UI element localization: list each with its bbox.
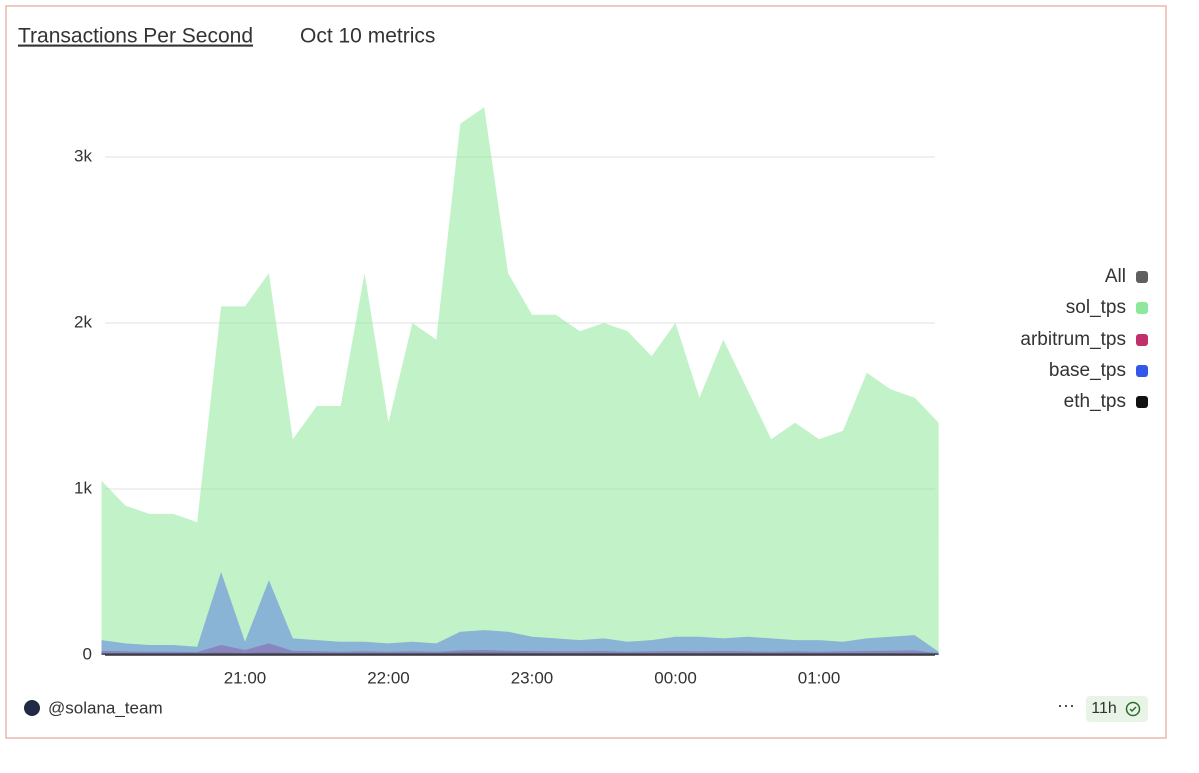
x-tick-label: 00:00 bbox=[654, 668, 697, 687]
y-tick-label: 0 bbox=[83, 644, 92, 663]
legend-swatch bbox=[1136, 334, 1148, 346]
legend-label[interactable]: base_tps bbox=[1049, 360, 1126, 381]
y-tick-label: 1k bbox=[74, 478, 92, 497]
legend-label[interactable]: sol_tps bbox=[1066, 297, 1126, 318]
y-tick-label: 2k bbox=[74, 312, 92, 331]
legend-swatch bbox=[1136, 365, 1148, 377]
legend-label[interactable]: arbitrum_tps bbox=[1020, 329, 1126, 350]
legend-label[interactable]: eth_tps bbox=[1064, 391, 1126, 412]
age: 11h bbox=[1091, 700, 1117, 717]
area-arbitrum-tps bbox=[101, 643, 939, 655]
plot: 0 1k 2k 3k 21:00 22:00 23:00 00:00 01:00 bbox=[74, 107, 939, 687]
x-tick-label: 01:00 bbox=[798, 668, 841, 687]
legend-swatch bbox=[1136, 396, 1148, 408]
legend-label[interactable]: All bbox=[1105, 266, 1126, 287]
legend-swatch bbox=[1136, 271, 1148, 283]
x-tick-label: 21:00 bbox=[224, 668, 267, 687]
y-tick-label: 3k bbox=[74, 146, 92, 165]
area-base-tps bbox=[101, 572, 939, 655]
legend-swatch bbox=[1136, 302, 1148, 314]
x-tick-label: 22:00 bbox=[367, 668, 410, 687]
avatar[interactable] bbox=[24, 700, 40, 716]
chart-title[interactable]: Transactions Per Second bbox=[18, 25, 253, 48]
verified-icon bbox=[1125, 701, 1141, 717]
legend: All sol_tps arbitrum_tps base_tps eth_tps bbox=[1020, 266, 1148, 412]
chart-subtitle: Oct 10 metrics bbox=[300, 25, 435, 48]
x-tick-label: 23:00 bbox=[511, 668, 554, 687]
card-border bbox=[5, 5, 1167, 739]
area-sol-tps bbox=[101, 107, 939, 655]
author[interactable]: @solana_team bbox=[48, 698, 163, 717]
verified-check bbox=[1129, 706, 1137, 713]
more-menu[interactable]: ··· bbox=[1057, 695, 1075, 715]
